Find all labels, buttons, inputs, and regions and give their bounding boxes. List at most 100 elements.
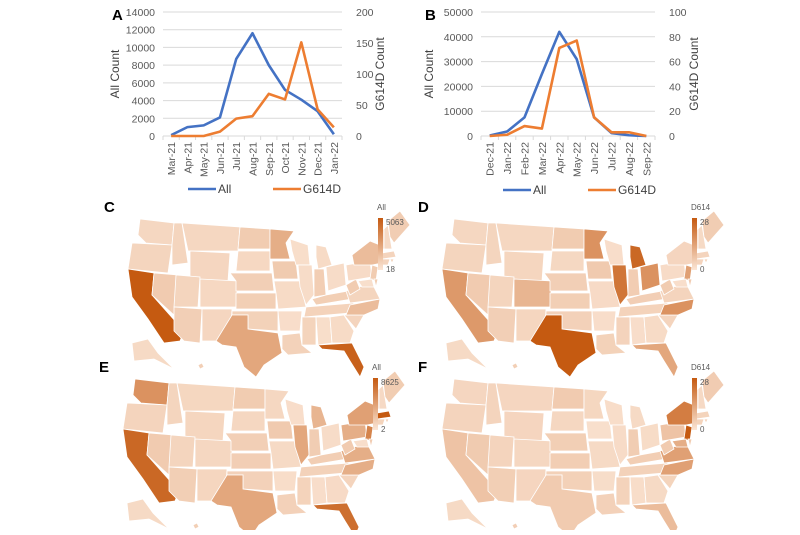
state-nd [551,386,585,410]
y-tick-label: 0 [149,131,155,143]
color-scale-title: All [377,203,386,212]
state-ak [445,338,489,370]
state-oh [639,262,661,292]
state-il [297,264,315,306]
state-ri [703,418,709,424]
x-tick-label: Mar-22 [537,142,549,175]
state-md [352,438,370,448]
state-il [611,424,629,466]
state-ar [272,470,298,492]
state-ma [695,410,711,420]
x-tick-label: Jan-22 [329,142,341,174]
state-ak [126,498,170,530]
state-la [281,332,314,356]
color-scale-title: D614 [691,363,711,372]
state-wv [659,438,675,456]
panel-label-d: D [418,199,429,216]
y-tick-label: 14000 [126,7,155,19]
state-or [122,402,168,434]
y2-tick-label: 0 [356,131,362,143]
state-ne [543,432,589,452]
x-tick-label: Jun-21 [215,142,227,174]
state-shapes [127,210,411,378]
state-ne [543,272,589,292]
x-tick-label: Feb-22 [520,142,532,175]
state-ms [615,476,631,506]
y2-tick-label: 100 [356,69,374,81]
state-fl [631,502,679,535]
state-nh [697,224,707,250]
state-co [513,278,553,308]
state-ar [591,310,617,332]
state-ks [549,292,591,310]
x-tick-label: Jun-22 [589,142,601,174]
panel-label-f: F [418,359,427,376]
state-de [373,278,379,288]
state-ms [296,476,312,506]
state-md [671,438,689,448]
state-mt [181,222,241,252]
state-mt [176,382,236,412]
state-sd [235,250,271,272]
y2-axis-label-b: G614D Count [687,37,701,111]
x-tick-label: Mar-21 [166,142,178,175]
state-al [315,316,333,346]
state-mn [269,228,295,260]
state-al [629,316,647,346]
state-in [313,268,327,298]
panel-label-a: A [112,7,123,24]
state-ma [381,250,397,260]
state-ne [224,432,270,452]
series-lines-b [489,30,647,138]
state-mo [268,440,302,470]
state-me [701,210,725,244]
state-mn [583,228,609,260]
x-tick-label: Dec-21 [313,142,325,176]
color-scale-title: D614 [691,203,711,212]
state-sd [549,250,585,272]
x-tick-label: Sep-22 [641,142,653,176]
legend-label-g614d: G614D [618,183,656,197]
state-co [194,438,234,468]
state-tx [529,314,597,378]
state-nd [237,226,271,250]
state-ms [615,316,631,346]
x-tick-label: Jul-22 [607,142,619,171]
state-ri [389,258,395,264]
state-ut [487,274,515,308]
y2-tick-label: 20 [669,106,681,118]
y-tick-label: 6000 [132,78,156,90]
color-scale-bar [692,378,697,430]
legend-a: All G614D [188,182,341,196]
state-az [487,306,517,344]
y-axis-ticks-b: 0 10000 20000 30000 40000 50000 [444,7,473,143]
state-de [687,278,693,288]
state-ks [235,292,277,310]
legend-b: All G614D [503,183,656,197]
state-wa [137,218,175,246]
y2-tick-label: 200 [356,7,374,19]
state-nd [232,386,266,410]
state-la [595,492,628,516]
state-ut [173,274,201,308]
state-hi [197,362,205,370]
state-al [629,476,647,506]
state-ny [665,400,697,426]
state-mo [273,280,307,310]
state-ia [266,420,294,440]
state-ia [271,260,299,280]
x-tick-label: Oct-21 [280,142,292,174]
y2-axis-ticks-b: 0 20 40 60 80 100 [669,7,687,143]
color-scale-max: 5063 [386,218,404,227]
state-mo [587,280,621,310]
state-nh [378,384,388,410]
state-mn [264,388,290,420]
state-ak [445,498,489,530]
state-ar [277,310,303,332]
y2-axis-label-a: G614D Count [373,37,387,111]
gridlines-b [481,11,655,137]
color-scale-max: 28 [700,218,709,227]
legend-label-all: All [218,182,231,196]
panel-label-e: E [99,359,109,376]
